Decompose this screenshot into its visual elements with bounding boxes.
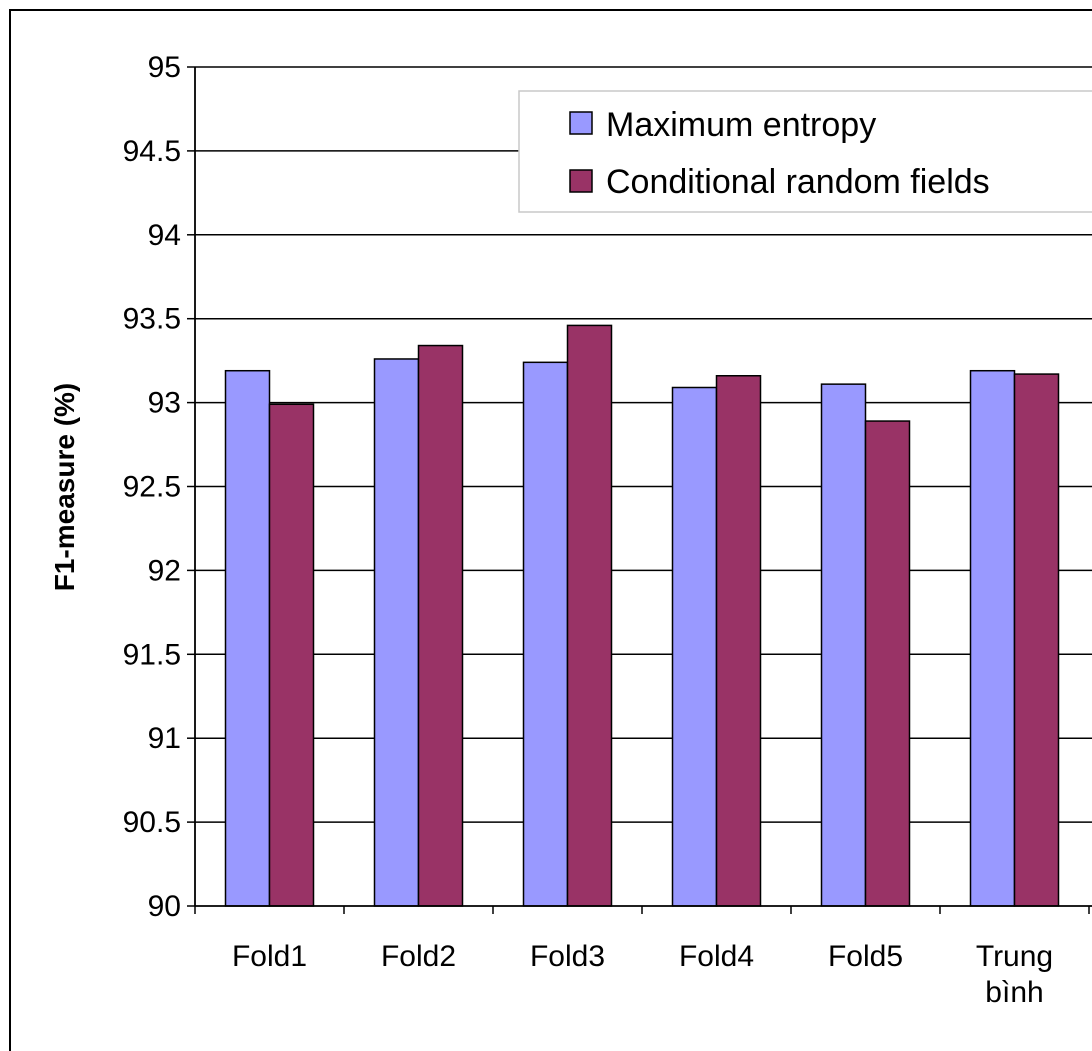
y-axis-title: F1-measure (%)	[49, 383, 80, 592]
y-tick-label: 94.5	[123, 135, 181, 168]
y-tick-labels: 90 90.5 91 91.5 92 92.5 93 93.5 94 94.5 95	[123, 51, 181, 923]
x-tick-label: Fold1	[232, 940, 307, 973]
y-tick-label: 92.5	[123, 471, 181, 504]
y-tick-label: 91	[148, 722, 181, 755]
bar	[373, 358, 420, 907]
y-tick-label: 91.5	[123, 638, 181, 671]
legend-swatch-conditional-random-fields	[569, 169, 593, 193]
bar	[566, 324, 613, 907]
bar	[1013, 373, 1060, 907]
x-tick-label: Fold4	[679, 940, 754, 973]
bar	[224, 369, 271, 907]
y-tick-label: 90	[148, 890, 181, 923]
bar	[864, 420, 911, 907]
y-tick-label: 90.5	[123, 806, 181, 839]
y-tick-label: 95	[148, 51, 181, 84]
y-tick-label: 93	[148, 387, 181, 420]
x-tick-label: Trung	[976, 940, 1053, 973]
axes	[187, 66, 1092, 914]
legend-label-maximum-entropy: Maximum entropy	[606, 106, 876, 144]
bar	[820, 383, 867, 907]
bar	[417, 344, 464, 907]
bar	[715, 375, 762, 907]
y-tick-label: 94	[148, 219, 181, 252]
y-tick-label: 93.5	[123, 303, 181, 336]
x-tick-label: Fold2	[381, 940, 456, 973]
bar	[268, 403, 315, 907]
legend-box	[518, 90, 1092, 213]
legend-swatch-maximum-entropy	[569, 111, 593, 135]
x-tick-label: Fold3	[530, 940, 605, 973]
bar	[969, 369, 1016, 907]
x-tick-label: Fold5	[828, 940, 903, 973]
y-tick-label: 92	[148, 554, 181, 587]
legend: Maximum entropy Conditional random field…	[518, 90, 1092, 213]
bars	[224, 324, 1060, 907]
legend-label-conditional-random-fields: Conditional random fields	[606, 163, 990, 201]
bar	[522, 361, 569, 907]
x-tick-label: bình	[985, 976, 1043, 1009]
bar	[671, 386, 718, 907]
